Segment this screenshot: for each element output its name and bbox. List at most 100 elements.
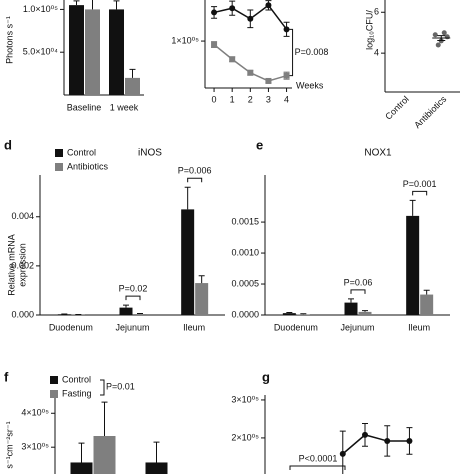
y-axis-label: log₁₀CFU/ xyxy=(364,10,374,50)
error-bar xyxy=(409,199,416,216)
bar xyxy=(133,314,147,315)
point xyxy=(435,42,441,48)
error-bar xyxy=(423,289,430,295)
point xyxy=(441,30,447,36)
marker xyxy=(339,450,346,457)
legend-label: Control xyxy=(67,147,96,157)
marker xyxy=(265,77,272,84)
bar xyxy=(57,314,71,315)
legend-label: Control xyxy=(62,374,91,384)
error-bar xyxy=(286,312,293,314)
y-axis-label: Photons s⁻¹ xyxy=(4,16,14,64)
y-tick-label: 0.0015 xyxy=(231,216,259,226)
x-axis-label: Weeks xyxy=(296,80,324,90)
marker xyxy=(283,26,290,33)
y-tick-label: 4×10⁰⁵ xyxy=(21,408,49,418)
bracket xyxy=(350,289,366,294)
y-tick-label: 0.0010 xyxy=(231,247,259,257)
x-tick-label: Antibiotics xyxy=(412,94,448,130)
error-bar xyxy=(123,304,129,308)
annotation: P=0.008 xyxy=(295,47,329,57)
x-tick-label: Ileum xyxy=(408,322,430,332)
marker xyxy=(247,15,254,22)
legend-label: Antibiotics xyxy=(67,161,109,171)
legend-swatch xyxy=(50,376,58,384)
annotation: P<0.0001 xyxy=(299,453,338,463)
y-tick-label: 0.000 xyxy=(11,309,34,319)
bar xyxy=(420,294,434,315)
point xyxy=(444,34,450,40)
marker xyxy=(229,5,236,12)
y-tick-label: 6 xyxy=(374,7,379,17)
annotation: P=0.001 xyxy=(403,179,437,189)
error-bar xyxy=(129,68,136,78)
marker xyxy=(247,69,254,76)
bar xyxy=(181,209,195,315)
bar xyxy=(358,311,372,315)
error-bar xyxy=(78,442,85,463)
bar xyxy=(69,5,84,96)
bar xyxy=(109,9,124,96)
y-axis-label: Relative mRNA xyxy=(6,234,16,296)
y-tick-label: 0.002 xyxy=(11,260,34,270)
line xyxy=(342,434,410,455)
y-tick-label: 3×10⁰⁵ xyxy=(231,394,259,404)
bar xyxy=(296,314,310,315)
annotation: P=0.006 xyxy=(178,166,212,176)
y-tick-label: 0.004 xyxy=(11,211,34,221)
error-bar xyxy=(92,0,93,10)
y-tick-label: 0.0005 xyxy=(231,278,259,288)
bar xyxy=(125,77,140,95)
marker xyxy=(265,2,272,9)
error-bar xyxy=(101,401,108,436)
x-tick-label: 0 xyxy=(212,94,217,104)
x-tick-label: Duodenum xyxy=(49,322,93,332)
panel-label: e xyxy=(256,137,263,152)
error-bar xyxy=(153,441,160,463)
point xyxy=(432,32,438,38)
x-tick-label: Control xyxy=(383,94,411,122)
marker xyxy=(384,437,391,444)
legend-swatch xyxy=(50,390,58,398)
panel-label: f xyxy=(4,369,9,384)
x-tick-label: 2 xyxy=(248,94,253,104)
x-tick-label: 1 xyxy=(230,94,235,104)
bracket xyxy=(125,295,141,301)
x-tick-label: Baseline xyxy=(67,102,102,112)
chart-title: iNOS xyxy=(138,148,162,159)
bar xyxy=(145,462,168,474)
y-axis-label: expression xyxy=(17,243,27,287)
x-tick-label: Jejunum xyxy=(340,322,374,332)
y-tick-label: 0.0000 xyxy=(231,309,259,319)
x-tick-label: Duodenum xyxy=(274,322,318,332)
y-axis-label: s⁻¹cm⁻²sr⁻¹ xyxy=(4,421,14,468)
y-tick-label: 5.0×10⁰⁴ xyxy=(23,47,58,57)
x-tick-label: 4 xyxy=(284,94,289,104)
bracket xyxy=(289,28,294,77)
legend-swatch xyxy=(55,163,63,171)
bar xyxy=(406,215,420,315)
x-tick-label: 1 week xyxy=(110,102,139,112)
bar xyxy=(85,9,100,96)
bracket xyxy=(187,177,203,183)
annotation: P=0.06 xyxy=(344,277,373,287)
bar xyxy=(70,462,93,474)
y-tick-label: 2×10⁰⁵ xyxy=(231,432,259,442)
error-bar xyxy=(73,0,80,6)
chart-title: NOX1 xyxy=(364,148,392,159)
marker xyxy=(362,431,368,438)
marker xyxy=(283,72,290,79)
bar xyxy=(119,307,133,315)
marker xyxy=(211,9,218,16)
legend-swatch xyxy=(55,149,63,157)
panel-label: d xyxy=(4,137,12,152)
marker xyxy=(211,41,218,48)
panel-label: g xyxy=(262,369,270,384)
error-bar xyxy=(348,298,354,303)
error-bar xyxy=(184,186,191,210)
y-tick-label: 1×10⁰⁵ xyxy=(171,35,199,45)
x-tick-label: Jejunum xyxy=(115,322,149,332)
sem-bar xyxy=(437,35,446,41)
error-bar xyxy=(300,313,307,315)
